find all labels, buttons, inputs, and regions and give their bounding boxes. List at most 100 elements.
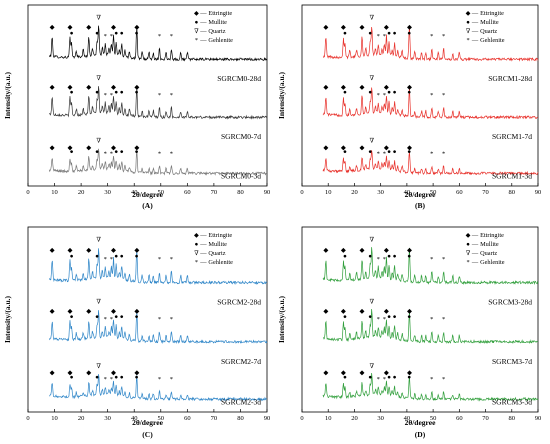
peak-marker-mullite: ● <box>343 30 347 37</box>
xrd-trace-sgrcm3-7d <box>323 309 538 343</box>
legend-dash: — <box>471 37 479 44</box>
legend-label: Mullite <box>208 19 227 26</box>
legend-dash: — <box>199 250 207 257</box>
peak-marker-gehlenite: * <box>104 376 107 383</box>
x-tick-label: 30 <box>377 415 384 422</box>
x-tick-label: 70 <box>482 415 489 422</box>
legend-dash: — <box>199 232 207 239</box>
peak-marker-mullite: ● <box>135 148 139 155</box>
x-tick-label: 10 <box>51 189 58 196</box>
series-label: SGRCM1-7d <box>492 132 532 141</box>
series-label: SGRCM3-7d <box>492 357 532 366</box>
legend-symbol: ∇ <box>466 250 471 257</box>
peak-marker-mullite: ● <box>95 374 99 381</box>
legend-label: Ettringite <box>480 10 504 17</box>
peak-marker-mullite: ● <box>368 148 372 155</box>
x-tick-label: 70 <box>482 189 489 196</box>
legend-label: Mullite <box>480 241 499 248</box>
peak-marker-mullite: ● <box>343 148 347 155</box>
peak-marker-quartz: ∇ <box>96 14 101 21</box>
peak-marker-mullite: ● <box>114 374 118 381</box>
x-tick-label: 0 <box>26 415 29 422</box>
series-label: SGRCM2-28d <box>217 298 261 307</box>
legend-symbol: * <box>195 259 198 266</box>
peak-marker-mullite: ● <box>70 313 74 320</box>
peak-marker-ettringite: ◆ <box>323 247 328 254</box>
peak-marker-mullite: ● <box>407 30 411 37</box>
x-tick-label: 0 <box>26 189 29 196</box>
panel-label: (C) <box>142 430 153 439</box>
peak-marker-gehlenite: * <box>430 376 433 383</box>
peak-marker-mullite: ● <box>135 253 139 260</box>
peak-marker-ettringite: ◆ <box>323 24 328 31</box>
series-label: SGRCM2-7d <box>221 357 261 366</box>
peak-marker-mullite: ● <box>368 374 372 381</box>
peak-marker-mullite: ● <box>393 374 397 381</box>
x-tick-label: 10 <box>51 415 58 422</box>
peak-marker-mullite: ● <box>114 30 118 37</box>
peak-marker-gehlenite: * <box>158 376 161 383</box>
peak-marker-ettringite: ◆ <box>323 370 328 377</box>
peak-marker-ettringite: ◆ <box>50 370 55 377</box>
legend-dash: — <box>199 19 207 26</box>
peak-marker-mullite: ● <box>114 253 118 260</box>
peak-marker-mullite: ● <box>368 30 372 37</box>
peak-marker-gehlenite: * <box>110 150 113 157</box>
peak-marker-mullite: ● <box>393 30 397 37</box>
peak-marker-mullite: ● <box>135 30 139 37</box>
legend-dash: — <box>199 10 207 17</box>
legend-symbol: ● <box>466 241 470 248</box>
peak-marker-gehlenite: * <box>377 33 380 40</box>
peak-marker-ettringite: ◆ <box>86 247 91 254</box>
peak-marker-ettringite: ◆ <box>86 370 91 377</box>
peak-marker-ettringite: ◆ <box>86 84 91 91</box>
peak-marker-mullite: ● <box>393 253 397 260</box>
legend-dash: — <box>199 28 207 35</box>
peak-marker-mullite: ● <box>368 253 372 260</box>
chart-panel-a: 0 10 20 30 40 50 60 70 80 90 2θ/degree (A) Intensity… <box>3 5 270 210</box>
peak-marker-gehlenite: * <box>158 316 161 323</box>
legend-symbol: ◆ <box>466 10 471 17</box>
x-tick-label: 30 <box>104 189 111 196</box>
legend-label: Ettringite <box>480 232 504 239</box>
peak-marker-quartz: ∇ <box>369 75 374 82</box>
peak-marker-gehlenite: * <box>430 92 433 99</box>
y-axis-label: Intensity/(a.u.) <box>277 71 286 119</box>
peak-marker-mullite: ● <box>393 89 397 96</box>
peak-marker-mullite: ● <box>343 313 347 320</box>
peak-marker-quartz: ∇ <box>96 363 101 370</box>
xrd-trace-sgrcm0-28d <box>49 26 267 61</box>
legend-dash: — <box>199 259 207 266</box>
series-label: SGRCM0-28d <box>217 74 261 83</box>
legend-dash: — <box>471 232 479 239</box>
peak-marker-gehlenite: * <box>383 33 386 40</box>
peak-marker-mullite: ● <box>95 313 99 320</box>
peak-marker-gehlenite: * <box>110 256 113 263</box>
x-tick-label: 60 <box>184 189 191 196</box>
peak-marker-mullite: ● <box>95 253 99 260</box>
peak-marker-mullite: ● <box>120 374 124 381</box>
peak-marker-gehlenite: * <box>377 316 380 323</box>
plot-frame <box>28 227 267 412</box>
peak-marker-mullite: ● <box>95 89 99 96</box>
x-tick-label: 60 <box>456 415 463 422</box>
x-tick-label: 30 <box>377 189 384 196</box>
peak-marker-quartz: ∇ <box>369 237 374 244</box>
xrd-trace-sgrcm2-28d <box>49 248 267 283</box>
plot-frame <box>302 227 538 412</box>
legend-label: Mullite <box>208 241 227 248</box>
peak-marker-mullite: ● <box>95 30 99 37</box>
peak-marker-mullite: ● <box>387 313 391 320</box>
peak-marker-ettringite: ◆ <box>360 308 365 315</box>
peak-marker-ettringite: ◆ <box>323 84 328 91</box>
peak-marker-gehlenite: * <box>442 376 445 383</box>
peak-marker-gehlenite: * <box>430 33 433 40</box>
legend-label: Quartz <box>480 250 497 257</box>
peak-marker-mullite: ● <box>407 374 411 381</box>
y-axis-label: Intensity/(a.u.) <box>277 295 286 343</box>
peak-marker-gehlenite: * <box>377 92 380 99</box>
peak-marker-gehlenite: * <box>104 33 107 40</box>
peak-marker-ettringite: ◆ <box>323 308 328 315</box>
peak-marker-mullite: ● <box>387 30 391 37</box>
